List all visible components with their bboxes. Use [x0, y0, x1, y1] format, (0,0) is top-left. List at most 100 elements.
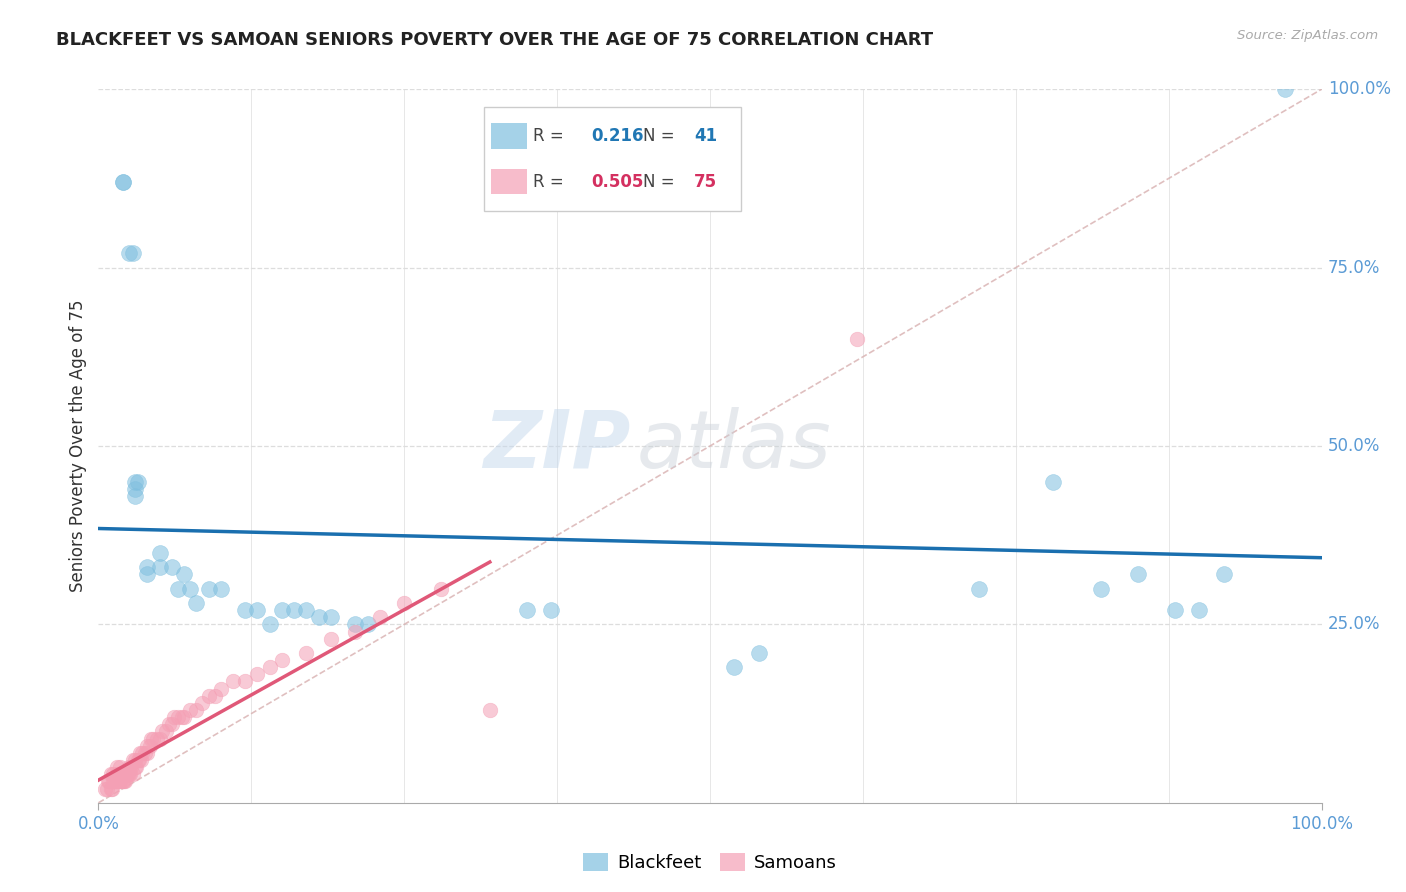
FancyBboxPatch shape	[484, 107, 741, 211]
Point	[1042, 475, 1064, 489]
Point	[167, 710, 190, 724]
Point	[107, 767, 129, 781]
Point	[430, 582, 453, 596]
Point	[117, 767, 139, 781]
Point	[118, 246, 141, 260]
Text: 41: 41	[695, 127, 717, 145]
Text: 75: 75	[695, 172, 717, 191]
Point	[114, 767, 136, 781]
Point	[160, 560, 183, 574]
Point	[197, 689, 219, 703]
Point	[149, 731, 172, 746]
Point	[270, 603, 294, 617]
Point	[1128, 567, 1150, 582]
Point	[246, 603, 269, 617]
Point	[100, 767, 122, 781]
Point	[101, 774, 124, 789]
Point	[97, 774, 120, 789]
Point	[270, 653, 294, 667]
Point	[125, 760, 148, 774]
Point	[748, 646, 770, 660]
Point	[191, 696, 214, 710]
Point	[96, 781, 118, 796]
Point	[204, 689, 226, 703]
Point	[118, 760, 141, 774]
Point	[121, 767, 143, 781]
Text: R =: R =	[533, 127, 568, 145]
Point	[170, 710, 193, 724]
Point	[344, 617, 367, 632]
Point	[121, 753, 143, 767]
Point	[111, 767, 134, 781]
Point	[98, 774, 121, 789]
Point	[233, 674, 256, 689]
Point	[478, 703, 501, 717]
Point	[105, 767, 128, 781]
Point	[136, 746, 159, 760]
Y-axis label: Seniors Poverty Over the Age of 75: Seniors Poverty Over the Age of 75	[69, 300, 87, 592]
Point	[319, 610, 342, 624]
Point	[295, 603, 318, 617]
Point	[319, 632, 342, 646]
Legend: Blackfeet, Samoans: Blackfeet, Samoans	[576, 846, 844, 880]
Point	[515, 603, 537, 617]
Point	[120, 760, 142, 774]
Text: 100.0%: 100.0%	[1327, 80, 1391, 98]
Point	[112, 774, 135, 789]
Point	[1164, 603, 1187, 617]
Point	[111, 774, 134, 789]
Point	[149, 560, 172, 574]
Point	[179, 582, 201, 596]
Text: 25.0%: 25.0%	[1327, 615, 1381, 633]
Point	[197, 582, 219, 596]
Point	[186, 703, 208, 717]
Point	[160, 717, 183, 731]
Point	[120, 767, 142, 781]
Point	[105, 774, 128, 789]
Point	[134, 746, 156, 760]
Point	[246, 667, 269, 681]
Point	[209, 582, 232, 596]
Text: R =: R =	[533, 172, 568, 191]
Point	[1188, 603, 1211, 617]
Point	[115, 767, 138, 781]
Point	[139, 731, 162, 746]
Point	[101, 767, 124, 781]
Point	[344, 624, 367, 639]
Point	[124, 489, 146, 503]
Point	[149, 546, 172, 560]
Point	[308, 610, 330, 624]
Point	[150, 724, 173, 739]
Point	[356, 617, 378, 632]
Point	[163, 710, 186, 724]
Point	[100, 781, 122, 796]
Point	[103, 774, 125, 789]
Point	[131, 746, 153, 760]
Point	[129, 753, 152, 767]
Text: Source: ZipAtlas.com: Source: ZipAtlas.com	[1237, 29, 1378, 42]
Text: 0.505: 0.505	[592, 172, 644, 191]
Point	[124, 482, 146, 496]
Point	[209, 681, 232, 696]
Text: atlas: atlas	[637, 407, 831, 485]
Point	[173, 567, 195, 582]
Point	[104, 774, 127, 789]
Point	[155, 724, 177, 739]
Point	[110, 760, 132, 774]
Point	[540, 603, 562, 617]
Point	[93, 781, 115, 796]
Point	[392, 596, 416, 610]
Bar	[492, 123, 527, 149]
Point	[111, 175, 134, 189]
Point	[259, 660, 281, 674]
Point	[1090, 582, 1112, 596]
Point	[146, 731, 169, 746]
Text: N =: N =	[643, 127, 681, 145]
Text: 50.0%: 50.0%	[1327, 437, 1381, 455]
Point	[173, 710, 195, 724]
Point	[186, 596, 208, 610]
Point	[110, 774, 132, 789]
Text: BLACKFEET VS SAMOAN SENIORS POVERTY OVER THE AGE OF 75 CORRELATION CHART: BLACKFEET VS SAMOAN SENIORS POVERTY OVER…	[56, 31, 934, 49]
Point	[128, 753, 150, 767]
Point	[142, 731, 165, 746]
